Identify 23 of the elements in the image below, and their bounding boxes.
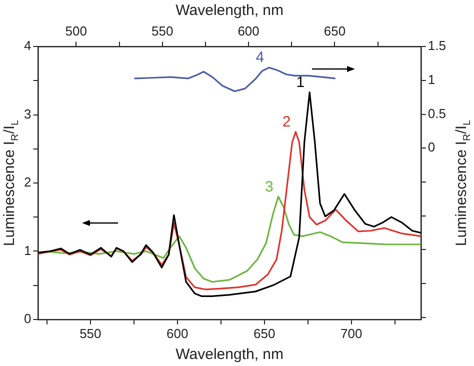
x2-tick-label: 650 — [324, 23, 346, 38]
x-tick-label: 600 — [166, 326, 188, 341]
x-tick-label: 550 — [80, 326, 102, 341]
y2-tick-label: 0 — [428, 140, 436, 155]
series-label: 4 — [256, 49, 264, 66]
series-label: 3 — [264, 178, 274, 196]
y-tick-label: 3 — [24, 106, 32, 122]
x-axis-title: Wavelength, nm — [176, 346, 284, 364]
x-tick-label: 650 — [254, 326, 276, 341]
y-tick-label: 2 — [24, 174, 32, 190]
series-label: 1 — [296, 74, 305, 91]
x-tick-label: 700 — [340, 326, 362, 341]
series-label: 2 — [282, 113, 291, 130]
y2-tick-label: 0.5 — [428, 106, 446, 121]
y2-tick-label: 1.5 — [428, 38, 446, 54]
y-tick-label: 4 — [24, 38, 32, 54]
x2-tick-label: 500 — [65, 23, 88, 38]
x2-tick-label: 600 — [238, 23, 260, 38]
x2-tick-label: 550 — [151, 23, 174, 38]
y-tick-label: 0 — [24, 310, 32, 326]
y-tick-label: 1 — [24, 242, 32, 258]
y2-tick-label: 1 — [428, 72, 436, 88]
x2-axis-title: Wavelength, nm — [176, 2, 284, 20]
